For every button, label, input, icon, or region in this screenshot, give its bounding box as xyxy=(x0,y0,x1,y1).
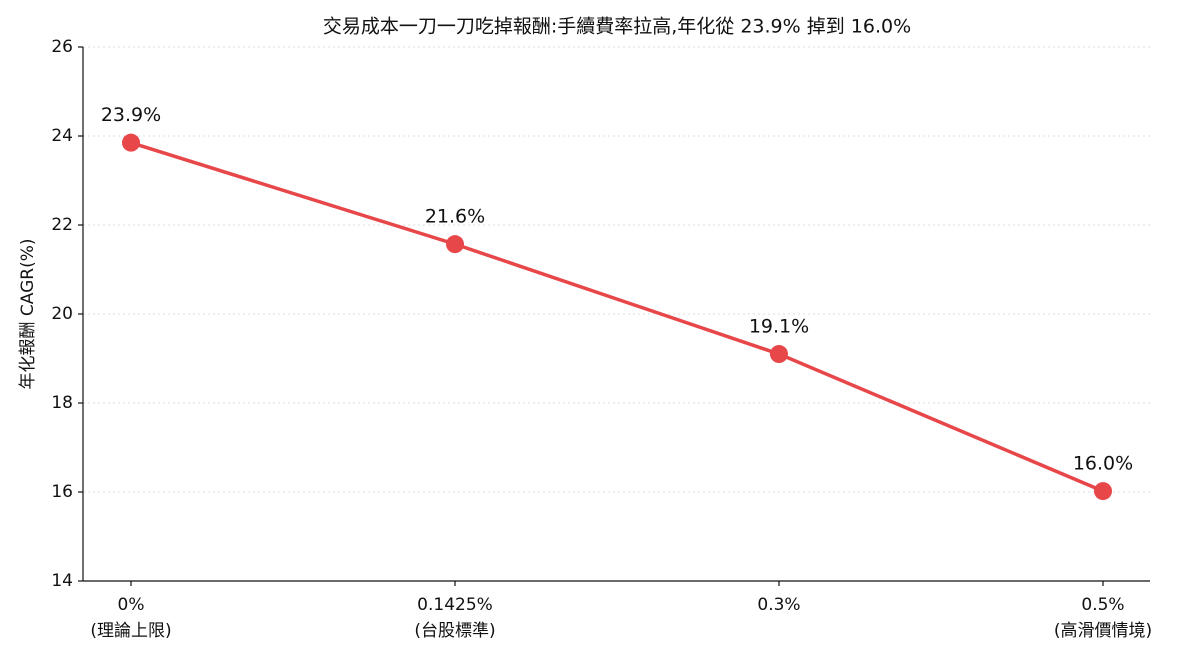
data-label: 23.9% xyxy=(101,104,161,126)
chart-title: 交易成本一刀一刀吃掉報酬:手續費率拉高,年化從 23.9% 掉到 16.0% xyxy=(323,16,911,38)
y-tick-label: 24 xyxy=(51,126,73,146)
y-axis-label: 年化報酬 CAGR(%) xyxy=(18,238,38,389)
x-tick-label: 0.3% xyxy=(757,595,800,615)
point xyxy=(122,133,140,152)
y-tick-label: 26 xyxy=(51,37,73,57)
data-label: 21.6% xyxy=(425,206,485,228)
point xyxy=(770,345,788,364)
data-label: 19.1% xyxy=(749,316,809,338)
x-tick-label: (台股標準) xyxy=(414,621,495,641)
y-tick-label: 16 xyxy=(51,482,73,502)
x-tick-label: 0.5% xyxy=(1081,595,1124,615)
y-tick-label: 20 xyxy=(51,304,73,324)
x-tick-label: (高滑價情境) xyxy=(1054,621,1152,641)
x-tick-label: (理論上限) xyxy=(90,621,171,641)
point xyxy=(1094,482,1112,501)
y-tick-label: 22 xyxy=(51,215,73,235)
y-tick-label: 14 xyxy=(51,571,73,591)
x-tick-label: 0.1425% xyxy=(417,595,493,615)
y-tick-label: 18 xyxy=(51,393,73,413)
data-label: 16.0% xyxy=(1073,453,1133,475)
point xyxy=(446,235,464,254)
line xyxy=(130,141,1104,493)
x-tick-label: 0% xyxy=(118,595,145,615)
